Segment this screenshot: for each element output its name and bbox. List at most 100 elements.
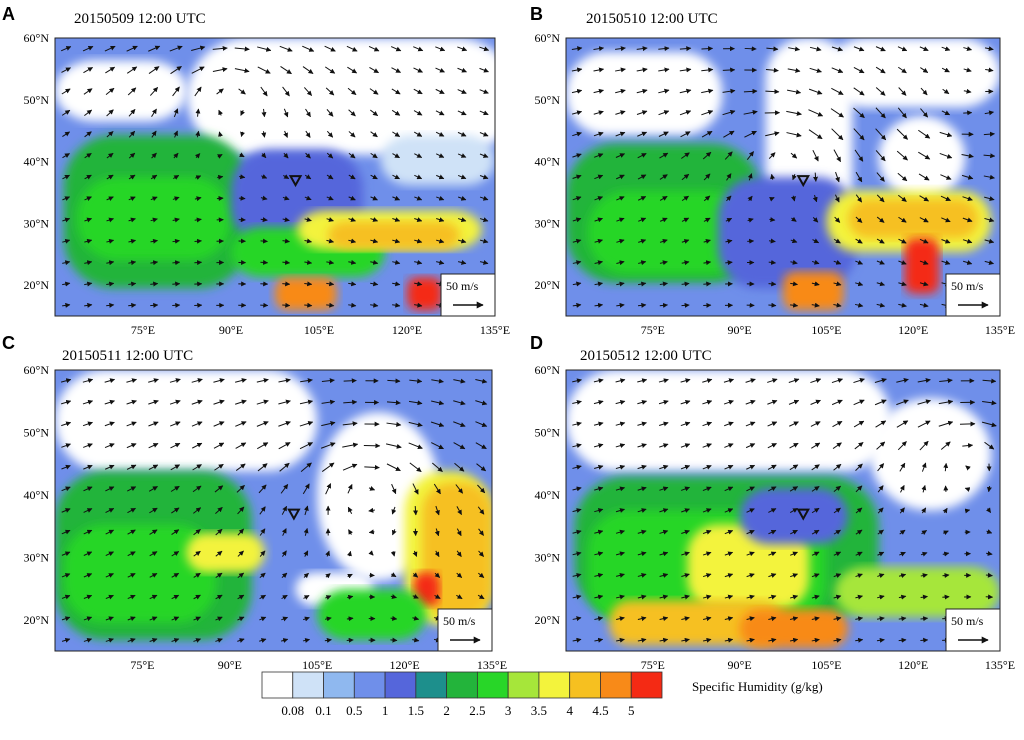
wind-arrow: [61, 616, 71, 622]
wind-arrow: [981, 421, 997, 428]
wind-arrow: [347, 506, 353, 514]
wind-arrow: [724, 637, 734, 643]
wind-arrow: [82, 421, 93, 427]
wind-arrow: [148, 66, 160, 74]
wind-arrow: [478, 572, 485, 578]
wind-arrow: [214, 463, 224, 471]
wind-arrow: [324, 616, 332, 622]
wind-arrow: [637, 174, 647, 180]
wind-arrow: [616, 572, 625, 578]
wind-arrow: [703, 217, 711, 223]
wind-arrow: [106, 109, 114, 117]
wind-arrow: [343, 399, 358, 405]
wind-arrow: [304, 217, 312, 222]
wind-arrow: [326, 302, 335, 308]
wind-arrow: [392, 195, 401, 201]
wind-arrow: [594, 217, 603, 223]
wind-arrow: [919, 46, 929, 52]
wind-arrow: [919, 217, 929, 223]
panel-letter: A: [2, 4, 15, 24]
wind-arrow: [128, 108, 136, 117]
wind-arrow: [171, 572, 180, 578]
wind-arrow: [789, 486, 799, 492]
wind-arrow: [703, 281, 712, 287]
wind-arrow: [920, 637, 929, 643]
humidity-region: [317, 589, 427, 640]
wind-arrow: [387, 378, 401, 384]
wind-arrow: [724, 573, 734, 578]
colorbar-swatch: [630, 671, 663, 699]
longitude-label: 135°E: [985, 323, 1015, 337]
wind-arrow: [724, 151, 733, 160]
wind-arrow: [768, 529, 777, 535]
wind-arrow: [61, 573, 71, 578]
wind-arrow: [105, 508, 115, 513]
wind-arrow: [899, 462, 906, 472]
wind-arrow: [939, 152, 953, 159]
wind-arrow: [615, 399, 626, 405]
wind-arrow: [84, 260, 93, 266]
longitude-label: 90°E: [728, 323, 752, 337]
wind-arrow: [876, 194, 885, 203]
wind-arrow: [833, 551, 842, 557]
latitude-labels: 60°N 50°N 40°N 30°N 20°N: [24, 363, 50, 627]
wind-arrow: [726, 195, 732, 202]
wind-arrow: [456, 528, 462, 537]
wind-arrow: [392, 217, 401, 222]
wind-arrow: [256, 378, 269, 383]
wind-arrow: [615, 46, 626, 52]
wind-arrow: [681, 260, 690, 266]
wind-arrow: [218, 131, 223, 137]
wind-arrow: [348, 152, 356, 159]
wind-arrow: [786, 132, 802, 138]
wind-arrow: [636, 46, 648, 52]
wind-arrow: [436, 195, 445, 201]
wind-arrow: [369, 67, 379, 74]
wind-arrow: [833, 463, 842, 471]
wind-arrow: [128, 174, 136, 180]
wind-arrow: [855, 551, 863, 557]
wind-arrow: [282, 217, 290, 222]
wind-arrow: [342, 421, 358, 427]
wind-arrow: [790, 195, 796, 202]
wind-arrow: [217, 154, 223, 159]
wind-arrow: [986, 551, 993, 556]
wind-arrow: [283, 108, 289, 118]
wind-arrow: [237, 594, 245, 600]
wind-arrow: [745, 421, 756, 427]
reference-vector-box: 50 m/s: [437, 608, 493, 652]
wind-arrow: [235, 421, 247, 427]
wind-arrow: [572, 260, 582, 266]
wind-arrow: [855, 216, 863, 223]
wind-arrow: [61, 399, 72, 405]
wind-arrow: [941, 217, 951, 223]
wind-arrow: [84, 217, 93, 223]
map-panel-c: C 20150511 12:00 UTC 50 m/s 60°N 50°N 40…: [2, 333, 507, 672]
wind-arrow: [615, 110, 626, 116]
panel-letter: B: [530, 4, 543, 24]
wind-arrow: [173, 130, 178, 138]
colorbar-tick-label: 0.5: [346, 703, 362, 718]
wind-arrow: [304, 302, 313, 308]
humidity-field: [55, 38, 495, 316]
wind-arrow: [237, 616, 245, 622]
wind-arrow: [62, 260, 71, 266]
wind-arrow: [126, 443, 137, 449]
latitude-label: 30°N: [24, 550, 50, 564]
wind-arrow: [412, 637, 420, 643]
wind-arrow: [897, 46, 908, 52]
humidity-field: [566, 370, 1000, 651]
wind-arrow: [412, 483, 419, 495]
wind-arrow: [238, 195, 246, 201]
wind-arrow: [392, 238, 401, 244]
wind-arrow: [390, 615, 398, 621]
wind-arrow: [615, 486, 626, 492]
longitude-label: 120°E: [898, 658, 928, 672]
wind-arrow: [409, 378, 423, 384]
wind-arrow: [769, 196, 775, 202]
humidity-colorbar: Specific Humidity (g/kg) 0.08 0.1 0.5 1 …: [261, 671, 823, 718]
wind-arrow: [768, 302, 777, 308]
wind-arrow: [594, 572, 604, 578]
wind-arrow: [638, 281, 647, 287]
wind-arrow: [280, 483, 289, 494]
